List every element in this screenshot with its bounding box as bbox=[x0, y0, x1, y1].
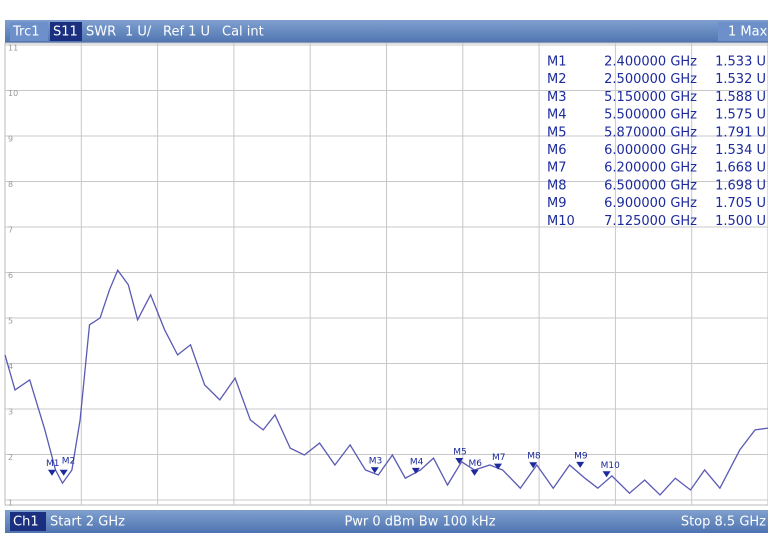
stop-label: Stop 8.5 GHz bbox=[681, 515, 766, 530]
marker-label: M7 bbox=[492, 453, 506, 463]
marker-value: 1.532 U bbox=[715, 72, 766, 87]
y-tick-label: 9 bbox=[8, 135, 13, 144]
footer-bar bbox=[5, 510, 768, 533]
marker-triangle bbox=[59, 469, 68, 476]
marker-name: M1 bbox=[547, 55, 567, 70]
marker-value: 1.575 U bbox=[715, 108, 766, 123]
marker-label: M6 bbox=[469, 459, 483, 469]
parameter-label: S11 bbox=[53, 25, 78, 40]
y-tick-label: 1 bbox=[8, 499, 13, 508]
marker-value: 1.791 U bbox=[715, 125, 766, 140]
marker-name: M8 bbox=[547, 178, 567, 193]
format-label: SWR bbox=[86, 25, 116, 40]
marker-label: M8 bbox=[527, 452, 541, 462]
marker-triangle bbox=[602, 471, 611, 478]
marker-value: 1.588 U bbox=[715, 90, 766, 105]
marker-frequency: 2.400000 GHz bbox=[604, 55, 697, 70]
marker-frequency: 5.870000 GHz bbox=[604, 125, 697, 140]
y-tick-label: 11 bbox=[8, 44, 18, 53]
marker-frequency: 5.150000 GHz bbox=[604, 90, 697, 105]
marker-frequency: 2.500000 GHz bbox=[604, 72, 697, 87]
marker-value: 1.500 U bbox=[715, 214, 766, 229]
y-tick-label: 5 bbox=[8, 317, 13, 326]
marker-frequency: 5.500000 GHz bbox=[604, 108, 697, 123]
marker-triangle bbox=[47, 469, 56, 476]
y-tick-label: 6 bbox=[8, 271, 13, 280]
y-tick-label: 3 bbox=[8, 408, 13, 417]
marker-triangle bbox=[455, 458, 464, 465]
start-label: Start 2 GHz bbox=[50, 515, 125, 530]
marker-label: M2 bbox=[62, 456, 76, 466]
marker-triangle bbox=[576, 461, 585, 468]
marker-value: 1.533 U bbox=[715, 55, 766, 70]
marker-value: 1.668 U bbox=[715, 161, 766, 176]
marker-triangle bbox=[370, 467, 379, 474]
header-bar bbox=[5, 20, 768, 43]
scale-label: 1 U/ bbox=[125, 25, 152, 40]
marker-name: M7 bbox=[547, 161, 567, 176]
y-tick-label: 7 bbox=[8, 226, 13, 235]
y-tick-label: 4 bbox=[8, 362, 13, 371]
marker-label: M4 bbox=[410, 457, 424, 467]
marker-value: 1.698 U bbox=[715, 178, 766, 193]
marker-triangle bbox=[470, 469, 479, 476]
marker-name: M4 bbox=[547, 108, 567, 123]
marker-triangle bbox=[529, 462, 538, 469]
settings-label: Pwr 0 dBm Bw 100 kHz bbox=[344, 515, 495, 530]
marker-frequency: 6.200000 GHz bbox=[604, 161, 697, 176]
marker-name: M5 bbox=[547, 125, 567, 140]
marker-label: M1 bbox=[46, 459, 60, 469]
reference-label: Ref 1 U bbox=[163, 25, 210, 40]
marker-name: M2 bbox=[547, 72, 567, 87]
y-tick-label: 2 bbox=[8, 453, 13, 462]
marker-name: M6 bbox=[547, 143, 567, 158]
y-tick-label: 10 bbox=[8, 89, 18, 98]
marker-label: M9 bbox=[574, 451, 588, 461]
channel-label: Ch1 bbox=[13, 515, 39, 530]
marker-value: 1.534 U bbox=[715, 143, 766, 158]
marker-name: M10 bbox=[547, 214, 575, 229]
marker-frequency: 6.500000 GHz bbox=[604, 178, 697, 193]
marker-value: 1.705 U bbox=[715, 196, 766, 211]
marker-name: M9 bbox=[547, 196, 567, 211]
marker-label: M3 bbox=[369, 457, 383, 467]
function-box[interactable] bbox=[718, 22, 768, 41]
trace-line bbox=[4, 268, 768, 496]
marker-frequency: 6.900000 GHz bbox=[604, 196, 697, 211]
y-tick-label: 8 bbox=[8, 180, 13, 189]
parameter-box[interactable] bbox=[50, 22, 82, 41]
trace-label: Trc1 bbox=[12, 25, 40, 40]
marker-triangle bbox=[411, 467, 420, 474]
function-label: 1 Max bbox=[728, 25, 768, 40]
channel-box[interactable] bbox=[10, 512, 46, 531]
marker-label: M10 bbox=[601, 461, 620, 471]
marker-triangle bbox=[494, 463, 503, 470]
calibration-label: Cal int bbox=[222, 25, 264, 40]
marker-frequency: 6.000000 GHz bbox=[604, 143, 697, 158]
marker-label: M5 bbox=[453, 448, 467, 458]
trace-box[interactable] bbox=[10, 22, 48, 41]
marker-frequency: 7.125000 GHz bbox=[604, 214, 697, 229]
marker-name: M3 bbox=[547, 90, 567, 105]
